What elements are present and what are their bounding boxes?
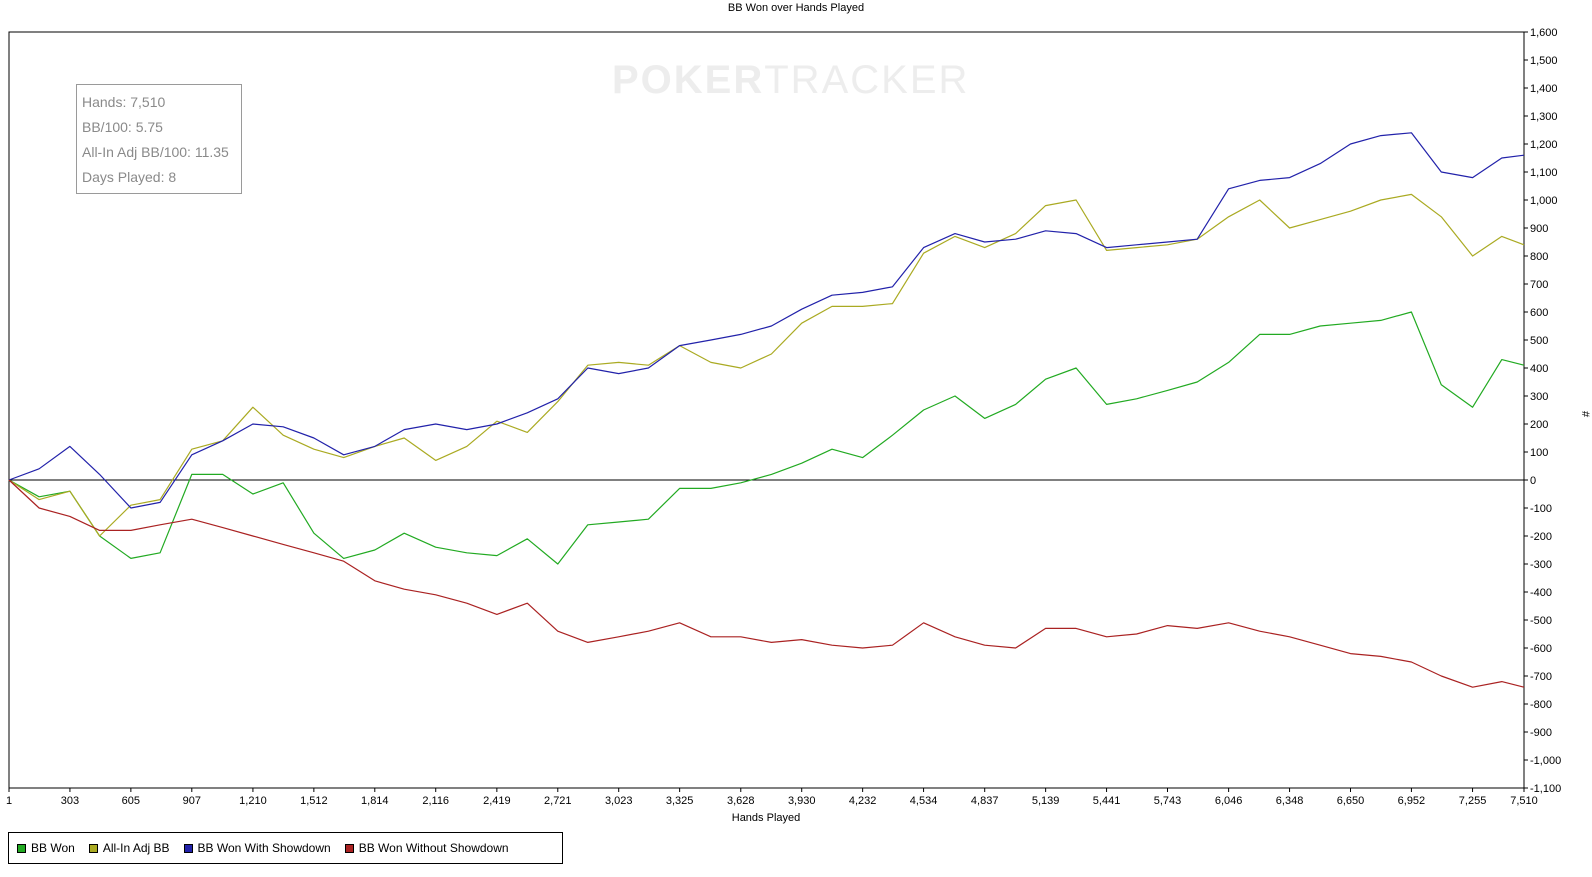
plot-area — [8, 31, 1525, 789]
x-axis: 1 303 605 907 1,210 1,512 1,814 2,116 2,419 2,721… — [6, 788, 1538, 807]
y-tick-label: 200 — [1530, 419, 1548, 431]
x-tick-label: 4,232 — [849, 795, 877, 807]
y-tick-label: -700 — [1530, 671, 1552, 683]
legend: BB Won All-In Adj BB BB Won With Showdown B… — [8, 832, 563, 864]
x-tick-label: 7,255 — [1459, 795, 1487, 807]
y-tick-label: 1,500 — [1530, 55, 1558, 67]
x-tick-label: 6,952 — [1398, 795, 1426, 807]
legend-swatch — [183, 843, 193, 853]
y-tick-label: 100 — [1530, 447, 1548, 459]
y-tick-label: 800 — [1530, 251, 1548, 263]
y-tick-label: 300 — [1530, 391, 1548, 403]
stats-box: Hands: 7,510 BB/100: 5.75 All-In Adj BB/… — [76, 84, 242, 194]
x-tick-label: 907 — [183, 795, 201, 807]
y-tick-label: -1,100 — [1530, 783, 1561, 795]
x-tick-label: 5,743 — [1154, 795, 1182, 807]
x-tick-label: 2,116 — [422, 795, 449, 807]
y-tick-label: 500 — [1530, 335, 1548, 347]
y-tick-label: -800 — [1530, 699, 1552, 711]
series-line-bb-won-without-showdown — [8, 479, 1525, 688]
y-tick-label: 400 — [1530, 363, 1548, 375]
x-tick-label: 1,814 — [361, 795, 389, 807]
stats-bb100: BB/100: 5.75 — [82, 119, 163, 135]
legend-label: BB Won — [31, 841, 75, 855]
legend-label: BB Won Without Showdown — [358, 841, 509, 855]
legend-label: All-In Adj BB — [102, 841, 170, 855]
x-tick-label: 5,139 — [1032, 795, 1060, 807]
stats-hands: Hands: 7,510 — [82, 94, 166, 110]
legend-item: All-In Adj BB — [88, 841, 170, 855]
x-tick-label: 3,023 — [605, 795, 633, 807]
x-tick-label: 605 — [122, 795, 140, 807]
y-tick-label: 600 — [1530, 307, 1548, 319]
x-tick-label: 4,837 — [971, 795, 999, 807]
y-tick-label: -400 — [1530, 587, 1552, 599]
stats-allin-bb100: All-In Adj BB/100: 11.35 — [82, 144, 229, 160]
x-tick-label: 6,650 — [1337, 795, 1365, 807]
watermark-part2: TRACKER — [764, 58, 970, 102]
x-tick-label: 2,419 — [483, 795, 511, 807]
y-tick-label: -600 — [1530, 643, 1552, 655]
y-tick-label: -100 — [1530, 503, 1552, 515]
y-tick-label: 1,400 — [1530, 83, 1558, 95]
x-tick-label: 3,930 — [788, 795, 816, 807]
legend-item: BB Won Without Showdown — [344, 841, 509, 855]
y-axis-label: # — [1579, 411, 1591, 418]
y-tick-label: -200 — [1530, 531, 1552, 543]
x-tick-label: 7,510 — [1510, 795, 1538, 807]
x-tick-label: 1,210 — [239, 795, 267, 807]
y-tick-label: 1,000 — [1530, 195, 1558, 207]
y-tick-label: 700 — [1530, 279, 1548, 291]
legend-item: BB Won — [17, 841, 75, 855]
y-tick-label: -300 — [1530, 559, 1552, 571]
x-tick-label: 4,534 — [910, 795, 938, 807]
y-tick-label: 1,300 — [1530, 111, 1558, 123]
x-tick-label: 2,721 — [544, 795, 572, 807]
watermark-part1: POKER — [612, 58, 765, 102]
legend-label: BB Won With Showdown — [197, 841, 331, 855]
x-tick-label: 3,628 — [727, 795, 755, 807]
x-tick-label: 6,046 — [1215, 795, 1243, 807]
y-tick-label: 1,600 — [1530, 27, 1558, 39]
series-line-all-in-adj-bb — [8, 193, 1525, 537]
y-tick-label: -500 — [1530, 615, 1552, 627]
y-tick-label: -900 — [1530, 727, 1552, 739]
y-axis: 1,600 1,500 1,400 1,300 1,200 1,100 1,000 900 80… — [1524, 27, 1561, 795]
y-tick-label: -1,000 — [1530, 755, 1561, 767]
y-tick-label: 900 — [1530, 223, 1548, 235]
legend-swatch — [17, 843, 26, 853]
legend-swatch — [344, 843, 354, 853]
x-tick-label: 6,348 — [1276, 795, 1304, 807]
legend-swatch — [88, 843, 98, 853]
x-tick-label: 303 — [61, 795, 79, 807]
x-tick-label: 1,512 — [300, 795, 328, 807]
y-tick-label: 1,100 — [1530, 167, 1558, 179]
series-line-bb-won-with-showdown — [8, 132, 1525, 509]
watermark-logo: POKERTRACKER — [612, 58, 969, 103]
chart-title: BB Won over Hands Played — [728, 2, 864, 14]
series-layer — [8, 132, 1525, 688]
legend-item: BB Won With Showdown — [183, 841, 331, 855]
y-tick-label: 1,200 — [1530, 139, 1558, 151]
y-tick-label: 0 — [1530, 475, 1536, 487]
series-line-bb-won — [8, 311, 1525, 565]
x-tick-label: 3,325 — [666, 795, 694, 807]
x-axis-label: Hands Played — [732, 812, 801, 824]
x-tick-label: 1 — [6, 795, 12, 807]
stats-days: Days Played: 8 — [82, 169, 177, 185]
x-tick-label: 5,441 — [1093, 795, 1121, 807]
